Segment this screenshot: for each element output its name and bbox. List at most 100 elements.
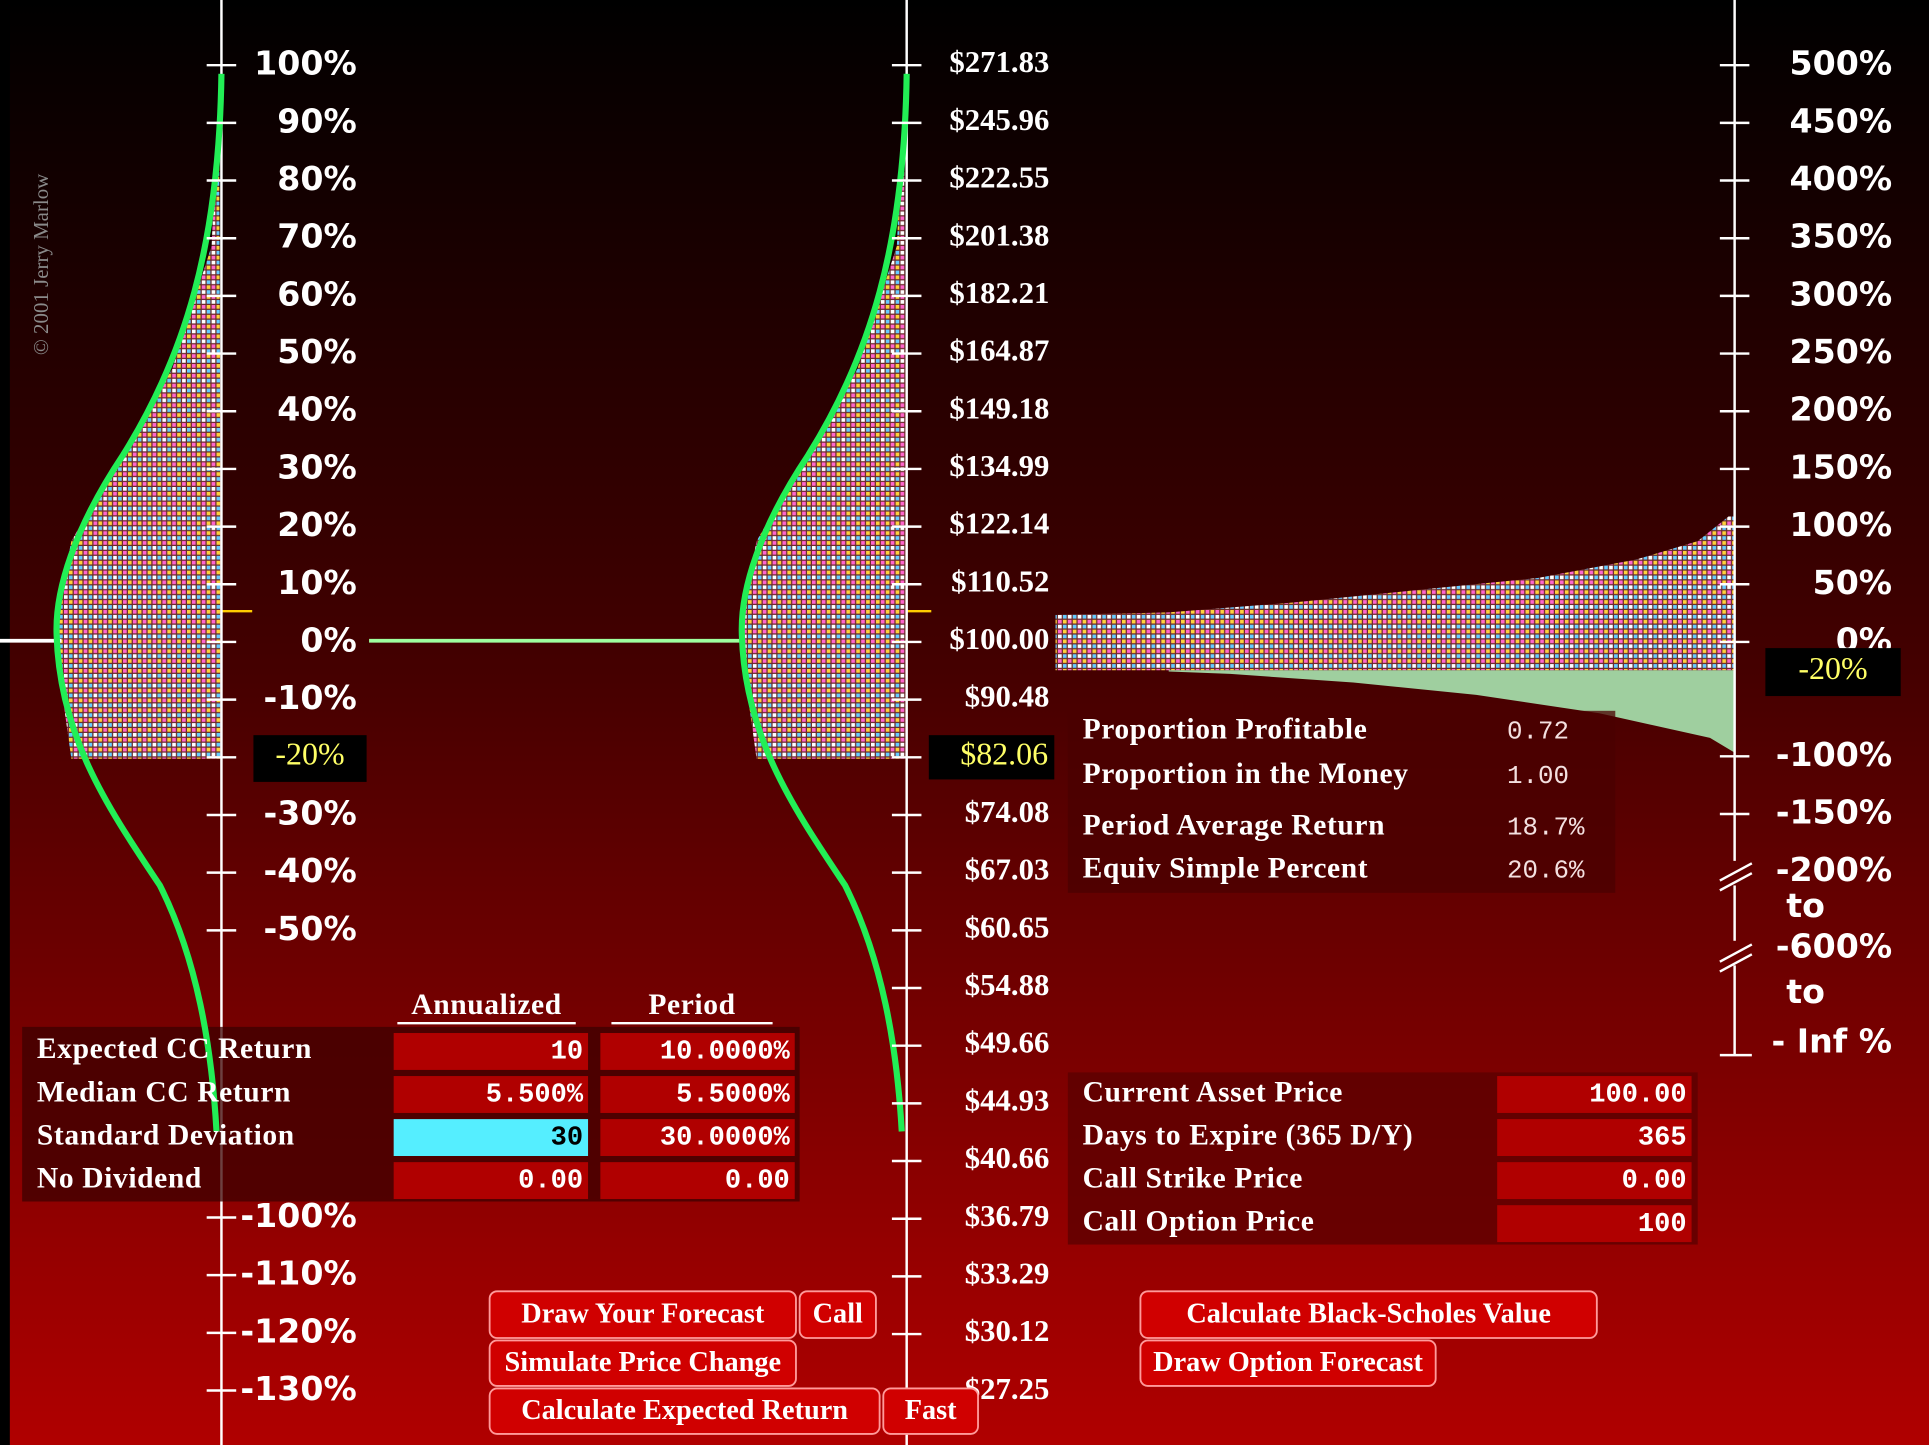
period-cell bbox=[600, 1033, 795, 1070]
result-value: 0.72 bbox=[1507, 717, 1569, 747]
axis-label: -110% bbox=[240, 1254, 356, 1293]
axis-label: -130% bbox=[240, 1369, 356, 1408]
value-text[interactable]: 100 bbox=[1638, 1209, 1687, 1240]
axis-label: 300% bbox=[1789, 274, 1892, 313]
value-input[interactable] bbox=[1497, 1205, 1692, 1243]
period-value: 30.0000% bbox=[660, 1123, 791, 1154]
axis-label: -40% bbox=[263, 851, 356, 890]
annualized-value[interactable]: 30 bbox=[551, 1123, 583, 1154]
option-histogram bbox=[1055, 516, 1735, 671]
result-label: Period Average Return bbox=[1083, 809, 1386, 841]
value-text[interactable]: 100.00 bbox=[1589, 1080, 1686, 1111]
button-label[interactable]: Simulate Price Change bbox=[505, 1347, 782, 1378]
axis-label: 100% bbox=[254, 44, 357, 83]
price-histogram bbox=[741, 86, 907, 759]
annualized-input[interactable] bbox=[393, 1162, 589, 1200]
axis-label: -600% bbox=[1776, 927, 1892, 966]
button-label[interactable]: Calculate Black-Scholes Value bbox=[1186, 1298, 1551, 1329]
axis-label: 60% bbox=[277, 274, 356, 313]
column-header: Period bbox=[648, 989, 735, 1021]
button[interactable] bbox=[1139, 1339, 1437, 1387]
value-text[interactable]: 365 bbox=[1638, 1123, 1687, 1154]
axis-label: 100% bbox=[1789, 505, 1892, 544]
value-input[interactable] bbox=[1497, 1119, 1692, 1156]
button-label[interactable]: Draw Your Forecast bbox=[521, 1298, 765, 1329]
axis-label: 500% bbox=[1789, 44, 1892, 83]
density-curve bbox=[53, 73, 225, 1132]
axis-label: $36.79 bbox=[965, 1199, 1050, 1233]
axis-label: $100.00 bbox=[949, 622, 1049, 656]
annualized-input[interactable] bbox=[393, 1033, 589, 1070]
period-cell bbox=[600, 1076, 795, 1113]
axis-label: $40.66 bbox=[965, 1141, 1050, 1175]
annualized-value[interactable]: 0.00 bbox=[518, 1166, 583, 1197]
axis-label: $54.88 bbox=[965, 968, 1050, 1002]
button[interactable] bbox=[488, 1290, 797, 1339]
axis-label: -120% bbox=[240, 1311, 356, 1350]
result-value: 1.00 bbox=[1507, 761, 1569, 791]
column-header: Annualized bbox=[411, 989, 562, 1021]
axis-label: 200% bbox=[1789, 390, 1892, 429]
button-label[interactable]: Call bbox=[813, 1298, 863, 1329]
return-histogram bbox=[56, 86, 222, 759]
button-label[interactable]: Calculate Expected Return bbox=[521, 1395, 848, 1426]
annualized-input[interactable] bbox=[393, 1076, 589, 1113]
row-label: No Dividend bbox=[37, 1162, 202, 1194]
period-value: 5.5000% bbox=[676, 1080, 790, 1111]
button[interactable] bbox=[798, 1290, 877, 1339]
axis-label: 150% bbox=[1789, 447, 1892, 486]
annualized-value[interactable]: 5.500% bbox=[486, 1080, 584, 1111]
option-loss-area bbox=[1168, 670, 1735, 753]
axis-label: $134.99 bbox=[949, 449, 1049, 483]
row-label: Call Strike Price bbox=[1083, 1162, 1303, 1194]
annualized-input[interactable] bbox=[393, 1119, 589, 1156]
row-label: Days to Expire (365 D/Y) bbox=[1083, 1119, 1414, 1151]
axis-label: -200% bbox=[1776, 850, 1892, 889]
axis-label: -100% bbox=[1776, 735, 1892, 774]
row-label: Standard Deviation bbox=[37, 1119, 295, 1151]
period-value: 0.00 bbox=[725, 1166, 790, 1197]
axis-label: -50% bbox=[263, 909, 356, 948]
result-value: 18.7% bbox=[1507, 812, 1585, 842]
marker-label: -20% bbox=[1798, 651, 1867, 686]
button-label[interactable]: Fast bbox=[905, 1395, 957, 1426]
axis-label: $245.96 bbox=[949, 103, 1049, 137]
value-text[interactable]: 0.00 bbox=[1622, 1166, 1687, 1197]
axis-label: 50% bbox=[277, 332, 356, 371]
axis-label: 80% bbox=[277, 159, 356, 198]
result-label: Proportion in the Money bbox=[1083, 758, 1409, 790]
button-label[interactable]: Draw Option Forecast bbox=[1153, 1347, 1423, 1378]
axis-label: $122.14 bbox=[949, 507, 1049, 541]
axis-label: 30% bbox=[277, 447, 356, 486]
copyright: © 2001 Jerry Marlow bbox=[29, 174, 53, 355]
axis-label: 90% bbox=[277, 101, 356, 140]
axis-break bbox=[1719, 943, 1753, 963]
result-label: Equiv Simple Percent bbox=[1083, 852, 1369, 884]
axis-break bbox=[1719, 862, 1753, 882]
axis-break bbox=[1719, 872, 1753, 892]
marker-box bbox=[253, 735, 367, 782]
axis-label: 70% bbox=[277, 217, 356, 256]
marker-label: $82.06 bbox=[960, 737, 1048, 772]
axis-label: 450% bbox=[1789, 101, 1892, 140]
axis-label: 10% bbox=[277, 563, 356, 602]
row-label: Median CC Return bbox=[37, 1076, 291, 1108]
button[interactable] bbox=[488, 1387, 881, 1435]
axis-label: $90.48 bbox=[965, 680, 1050, 714]
annualized-value[interactable]: 10 bbox=[551, 1037, 583, 1068]
axis-label: - Inf % bbox=[1771, 1021, 1892, 1060]
axis-label: $164.87 bbox=[949, 334, 1049, 368]
axis-label: 40% bbox=[277, 390, 356, 429]
value-input[interactable] bbox=[1497, 1162, 1692, 1200]
button[interactable] bbox=[488, 1339, 797, 1387]
axis-label: $201.38 bbox=[949, 218, 1049, 252]
period-value: 10.0000% bbox=[660, 1037, 791, 1068]
value-input[interactable] bbox=[1497, 1076, 1692, 1113]
axis-label: 50% bbox=[1813, 563, 1892, 602]
button[interactable] bbox=[1139, 1290, 1598, 1339]
result-label: Proportion Profitable bbox=[1083, 714, 1368, 746]
axis-label: -10% bbox=[263, 678, 356, 717]
button[interactable] bbox=[882, 1387, 979, 1435]
